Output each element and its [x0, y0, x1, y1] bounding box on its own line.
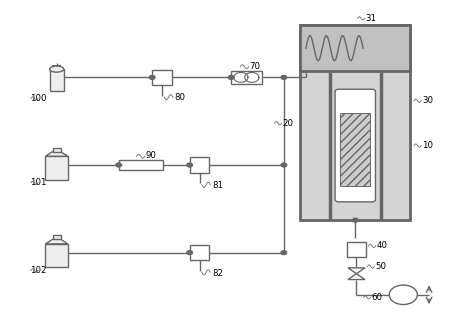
Bar: [118, 160, 163, 170]
Bar: [340, 113, 370, 186]
FancyBboxPatch shape: [335, 89, 375, 202]
Bar: [300, 25, 410, 220]
Bar: [152, 70, 172, 85]
Text: 20: 20: [283, 119, 293, 128]
Polygon shape: [46, 239, 68, 244]
Circle shape: [149, 76, 155, 79]
Text: 10: 10: [422, 141, 433, 150]
Text: 100: 100: [30, 94, 46, 103]
Circle shape: [353, 218, 358, 222]
Circle shape: [187, 163, 192, 167]
Text: 101: 101: [30, 178, 46, 187]
Polygon shape: [348, 274, 365, 280]
Polygon shape: [348, 268, 365, 274]
Circle shape: [116, 163, 121, 167]
Bar: [53, 235, 61, 239]
Text: 30: 30: [422, 96, 433, 105]
Text: 90: 90: [146, 151, 157, 160]
Circle shape: [389, 285, 417, 305]
Bar: [231, 71, 262, 84]
Circle shape: [228, 76, 234, 79]
Text: 81: 81: [212, 181, 223, 190]
Text: 60: 60: [372, 293, 383, 302]
Bar: [53, 148, 61, 152]
Bar: [46, 244, 68, 267]
Bar: [346, 242, 366, 257]
Bar: [190, 245, 210, 260]
Circle shape: [281, 251, 287, 254]
Text: 102: 102: [30, 266, 46, 275]
Bar: [50, 69, 64, 91]
Ellipse shape: [50, 66, 64, 72]
Circle shape: [187, 251, 192, 254]
Text: 82: 82: [212, 269, 223, 278]
Bar: [300, 25, 410, 71]
Bar: [190, 157, 210, 173]
Text: 80: 80: [175, 93, 186, 102]
Text: 70: 70: [250, 62, 261, 71]
Polygon shape: [46, 152, 68, 156]
Bar: [46, 156, 68, 180]
Text: 50: 50: [375, 262, 386, 271]
Circle shape: [281, 76, 287, 79]
Text: 31: 31: [365, 14, 376, 23]
Circle shape: [281, 163, 287, 167]
Text: 40: 40: [377, 241, 388, 250]
